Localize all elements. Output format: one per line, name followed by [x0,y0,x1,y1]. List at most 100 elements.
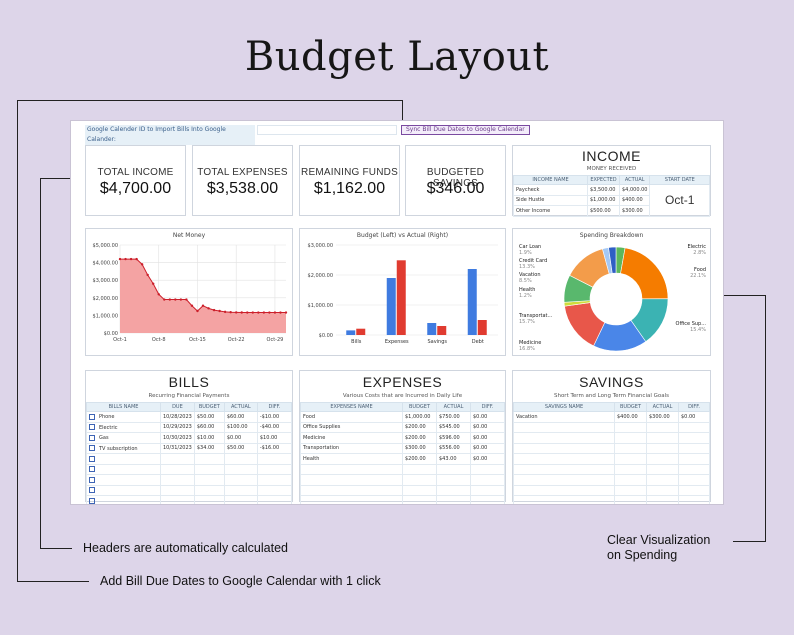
bill-budget[interactable] [193,474,225,486]
bill-due[interactable] [160,484,195,496]
expense-actual[interactable]: $596.00 [436,432,471,444]
saving-diff[interactable] [678,495,710,504]
bill-budget[interactable] [193,463,225,475]
table-row[interactable]: Vacation $400.00 $300.00 $0.00 [513,411,710,423]
saving-actual[interactable] [646,442,679,454]
expense-diff[interactable]: $0.00 [470,432,505,444]
income-actual[interactable]: $300.00 [618,205,651,217]
saving-name[interactable] [513,495,615,504]
bill-actual[interactable] [223,474,258,486]
saving-budget[interactable]: $400.00 [614,411,647,423]
table-row[interactable]: TV subscription 10/31/2023 $34.00 $50.00 -$1… [86,442,293,454]
bill-diff[interactable] [256,463,293,475]
expense-diff[interactable] [470,474,505,486]
income-name[interactable]: Other Income [513,205,588,217]
bill-actual[interactable]: $100.00 [223,421,258,433]
expense-diff[interactable]: $0.00 [470,411,505,423]
saving-budget[interactable] [614,432,647,444]
saving-name[interactable] [513,463,615,475]
bill-name[interactable] [86,495,161,504]
calendar-id-input[interactable] [257,125,397,135]
expense-name[interactable] [300,495,403,504]
table-row[interactable] [300,463,505,475]
table-row[interactable]: Transportation $300.00 $556.00 $0.00 [300,442,505,454]
saving-name[interactable] [513,474,615,486]
expense-actual[interactable] [436,463,471,475]
income-expected[interactable]: $3,500.00 [587,184,620,196]
expense-budget[interactable]: $200.00 [402,421,437,433]
bill-paid-checkbox[interactable] [89,476,95,483]
expense-actual[interactable]: $556.00 [436,442,471,454]
saving-actual[interactable] [646,463,679,475]
saving-diff[interactable] [678,463,710,475]
saving-budget[interactable] [614,453,647,465]
table-row[interactable] [513,474,710,486]
bill-paid-checkbox[interactable] [89,434,95,441]
bill-actual[interactable]: $60.00 [223,411,258,423]
expense-budget[interactable] [402,474,437,486]
bill-diff[interactable]: $10.00 [256,432,293,444]
bill-name[interactable] [86,474,161,486]
bill-name[interactable]: Gas [86,432,161,444]
saving-diff[interactable] [678,453,710,465]
expense-name[interactable]: Food [300,411,403,423]
table-row[interactable] [86,474,293,486]
bill-budget[interactable]: $34.00 [193,442,225,454]
bill-due[interactable]: 10/29/2023 [160,421,195,433]
expense-diff[interactable] [470,463,505,475]
expense-actual[interactable]: $43.00 [436,453,471,465]
saving-name[interactable] [513,484,615,496]
bill-name[interactable]: Electric [86,421,161,433]
saving-budget[interactable] [614,495,647,504]
expense-actual[interactable] [436,495,471,504]
table-row[interactable]: Electric 10/29/2023 $60.00 $100.00 -$40.00 [86,421,293,433]
table-row[interactable] [300,474,505,486]
saving-diff[interactable] [678,484,710,496]
bill-due[interactable]: 10/31/2023 [160,442,195,454]
expense-diff[interactable]: $0.00 [470,442,505,454]
expense-name[interactable] [300,463,403,475]
bill-diff[interactable]: -$16.00 [256,442,293,454]
saving-actual[interactable] [646,484,679,496]
income-expected[interactable]: $500.00 [587,205,620,217]
saving-actual[interactable] [646,495,679,504]
table-row[interactable] [513,495,710,504]
saving-name[interactable] [513,442,615,454]
income-start-date[interactable]: Oct-1 [649,184,710,217]
bill-name[interactable] [86,484,161,496]
table-row[interactable] [513,421,710,433]
table-row[interactable]: Food $1,000.00 $750.00 $0.00 [300,411,505,423]
table-row[interactable]: Paycheck $3,500.00 $4,000.00 Oct-1 [513,184,710,217]
expense-name[interactable]: Transportation [300,442,403,454]
bill-name[interactable]: Phone [86,411,161,423]
bill-due[interactable] [160,463,195,475]
saving-diff[interactable] [678,432,710,444]
bill-actual[interactable] [223,463,258,475]
bill-due[interactable]: 10/28/2023 [160,411,195,423]
expense-diff[interactable]: $0.00 [470,421,505,433]
saving-diff[interactable] [678,442,710,454]
saving-budget[interactable] [614,484,647,496]
table-row[interactable] [513,453,710,465]
income-actual[interactable]: $4,000.00 [618,184,651,196]
expense-budget[interactable]: $1,000.00 [402,411,437,423]
bill-actual[interactable]: $50.00 [223,442,258,454]
expense-name[interactable] [300,474,403,486]
table-row[interactable]: Office Supplies $200.00 $545.00 $0.00 [300,421,505,433]
table-row[interactable]: Side Hustle $1,000.00 $400.00 [513,194,710,206]
saving-budget[interactable] [614,463,647,475]
bill-budget[interactable]: $10.00 [193,432,225,444]
expense-name[interactable] [300,484,403,496]
bill-budget[interactable] [193,484,225,496]
table-row[interactable] [86,495,293,504]
income-name[interactable]: Side Hustle [513,194,588,206]
sync-calendar-button[interactable]: Sync Bill Due Dates to Google Calendar [401,125,530,135]
saving-actual[interactable] [646,432,679,444]
expense-actual[interactable]: $750.00 [436,411,471,423]
bill-actual[interactable] [223,453,258,465]
table-row[interactable] [86,453,293,465]
expense-budget[interactable] [402,484,437,496]
bill-diff[interactable] [256,484,293,496]
bill-name[interactable] [86,463,161,475]
income-expected[interactable]: $1,000.00 [587,194,620,206]
